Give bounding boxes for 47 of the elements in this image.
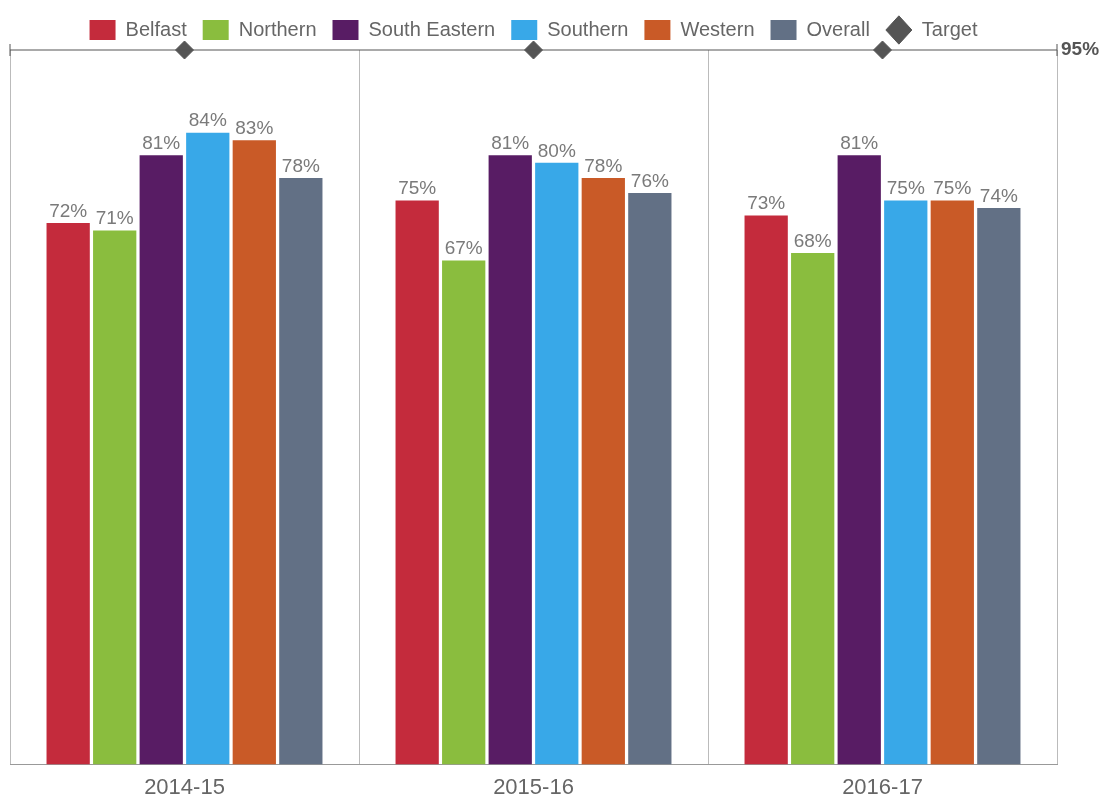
data-label: 72% [49,199,88,221]
bar [395,200,439,765]
data-label: 75% [886,177,925,199]
legend-label: Overall [806,17,870,40]
data-label: 78% [584,154,623,176]
data-label: 75% [933,177,972,199]
bar [186,132,230,765]
data-label: 81% [840,132,879,154]
bar [46,223,90,765]
x-tick-label: 2015-16 [493,773,574,799]
bar [744,215,788,765]
data-label: 78% [281,154,320,176]
legend-label: Southern [547,17,629,40]
legend-label: Belfast [125,17,188,40]
bar [884,200,928,765]
bar [628,192,672,765]
bar [93,230,137,765]
bar [535,162,579,765]
data-label: 84% [188,109,227,131]
bar [930,200,974,765]
legend-label: South Eastern [368,17,496,40]
legend-label: Target [921,17,978,40]
bar [791,253,835,765]
bar [139,155,183,765]
data-label: 80% [537,139,576,161]
data-label: 71% [95,207,134,229]
bar [488,155,532,765]
bar [279,177,323,765]
legend-label: Northern [238,17,317,40]
data-label: 76% [630,169,669,191]
bar [232,140,276,765]
data-label: 81% [142,132,181,154]
data-label: 67% [444,237,483,259]
data-label: 81% [491,132,530,154]
data-label: 68% [793,229,832,251]
ref-line-label: 95% [1061,38,1100,60]
data-label: 74% [979,184,1018,206]
data-label: 73% [747,192,786,214]
data-label: 75% [398,177,437,199]
data-label: 83% [235,117,274,138]
x-tick-label: 2014-15 [144,773,225,799]
bar [837,155,881,765]
legend-label: Western [680,17,755,40]
bar [977,207,1021,765]
bar [442,260,486,765]
x-tick-label: 2016-17 [842,773,923,799]
bar [581,177,625,765]
